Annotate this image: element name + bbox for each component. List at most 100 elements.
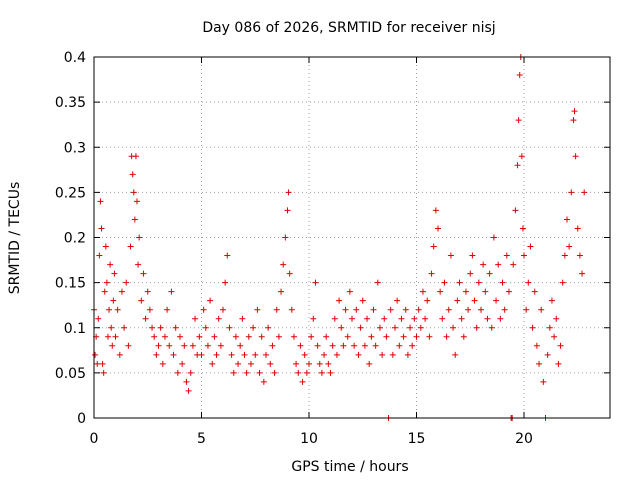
data-point [157, 324, 164, 331]
data-point [439, 315, 446, 322]
data-point [344, 333, 351, 340]
data-point [278, 288, 285, 295]
data-point [359, 297, 366, 304]
data-point [417, 324, 424, 331]
x-tick-label: 10 [300, 431, 318, 447]
data-point [398, 315, 405, 322]
data-point [135, 261, 142, 268]
data-point [374, 279, 381, 286]
data-point [519, 225, 526, 232]
data-point [174, 369, 181, 376]
data-point [254, 306, 261, 313]
data-point [310, 315, 317, 322]
data-point [142, 315, 149, 322]
data-point [579, 270, 586, 277]
y-axis-title: SRMTID / TECUs [7, 182, 23, 295]
data-point [323, 333, 330, 340]
data-point [488, 324, 495, 331]
data-point [293, 360, 300, 367]
data-point [561, 252, 568, 259]
y-tick-label: 0.2 [64, 231, 86, 247]
data-point [564, 216, 570, 223]
data-point [241, 351, 248, 358]
data-point [286, 270, 293, 277]
data-point [548, 297, 555, 304]
data-point [312, 279, 319, 286]
data-point [104, 333, 111, 340]
data-point [316, 360, 323, 367]
data-point [441, 279, 448, 286]
data-point [295, 369, 302, 376]
data-point [138, 297, 145, 304]
x-tick-label: 5 [197, 431, 206, 447]
data-point [424, 297, 431, 304]
data-point [297, 342, 304, 349]
data-point [325, 360, 332, 367]
data-point [407, 324, 414, 331]
data-point [92, 351, 99, 358]
data-point [306, 360, 312, 367]
y-tick-label: 0.1 [64, 321, 86, 337]
data-point [540, 378, 547, 385]
data-point [572, 153, 579, 160]
data-point [112, 333, 119, 340]
x-tick-label: 0 [90, 431, 99, 447]
data-point [544, 351, 551, 358]
data-point [202, 324, 209, 331]
data-point [269, 342, 276, 349]
data-point [467, 270, 474, 277]
data-point [235, 360, 242, 367]
data-point [413, 333, 420, 340]
data-point [252, 351, 259, 358]
data-point [192, 315, 199, 322]
data-point [392, 324, 398, 331]
data-point [131, 216, 138, 223]
data-point [566, 243, 573, 250]
data-point [308, 333, 315, 340]
data-point [516, 72, 523, 79]
data-point [220, 306, 226, 313]
data-point [183, 378, 190, 385]
data-point [164, 306, 171, 313]
data-point [209, 360, 216, 367]
data-point [415, 306, 422, 313]
data-point [94, 360, 101, 367]
data-point [132, 153, 139, 160]
data-point [100, 369, 107, 376]
data-point [185, 387, 192, 394]
data-point [263, 351, 269, 358]
data-point [118, 288, 125, 295]
data-point [462, 288, 469, 295]
data-point [581, 189, 588, 196]
data-point [383, 333, 390, 340]
data-point [267, 360, 274, 367]
data-point [102, 243, 109, 250]
data-point [469, 252, 476, 259]
data-point [527, 243, 534, 250]
data-point [273, 306, 280, 313]
data-point [247, 360, 254, 367]
data-point [518, 153, 525, 160]
data-point [490, 234, 497, 241]
data-point [168, 288, 175, 295]
data-point [368, 333, 375, 340]
data-point [280, 261, 287, 268]
data-point [538, 306, 545, 313]
data-point [129, 171, 136, 178]
data-point [503, 252, 510, 259]
data-point [353, 306, 360, 313]
data-point [111, 270, 118, 277]
grid-lines [94, 57, 610, 418]
data-point [211, 333, 218, 340]
data-point [484, 315, 491, 322]
y-tick-label: 0.3 [64, 140, 86, 156]
data-point [394, 297, 401, 304]
y-tick-label: 0.05 [55, 366, 86, 382]
data-point [426, 333, 433, 340]
data-point [170, 351, 177, 358]
data-point [333, 351, 340, 358]
y-tick-label: 0.15 [55, 276, 86, 292]
data-point [213, 351, 220, 358]
plot-frame [93, 56, 611, 419]
data-point [232, 333, 239, 340]
